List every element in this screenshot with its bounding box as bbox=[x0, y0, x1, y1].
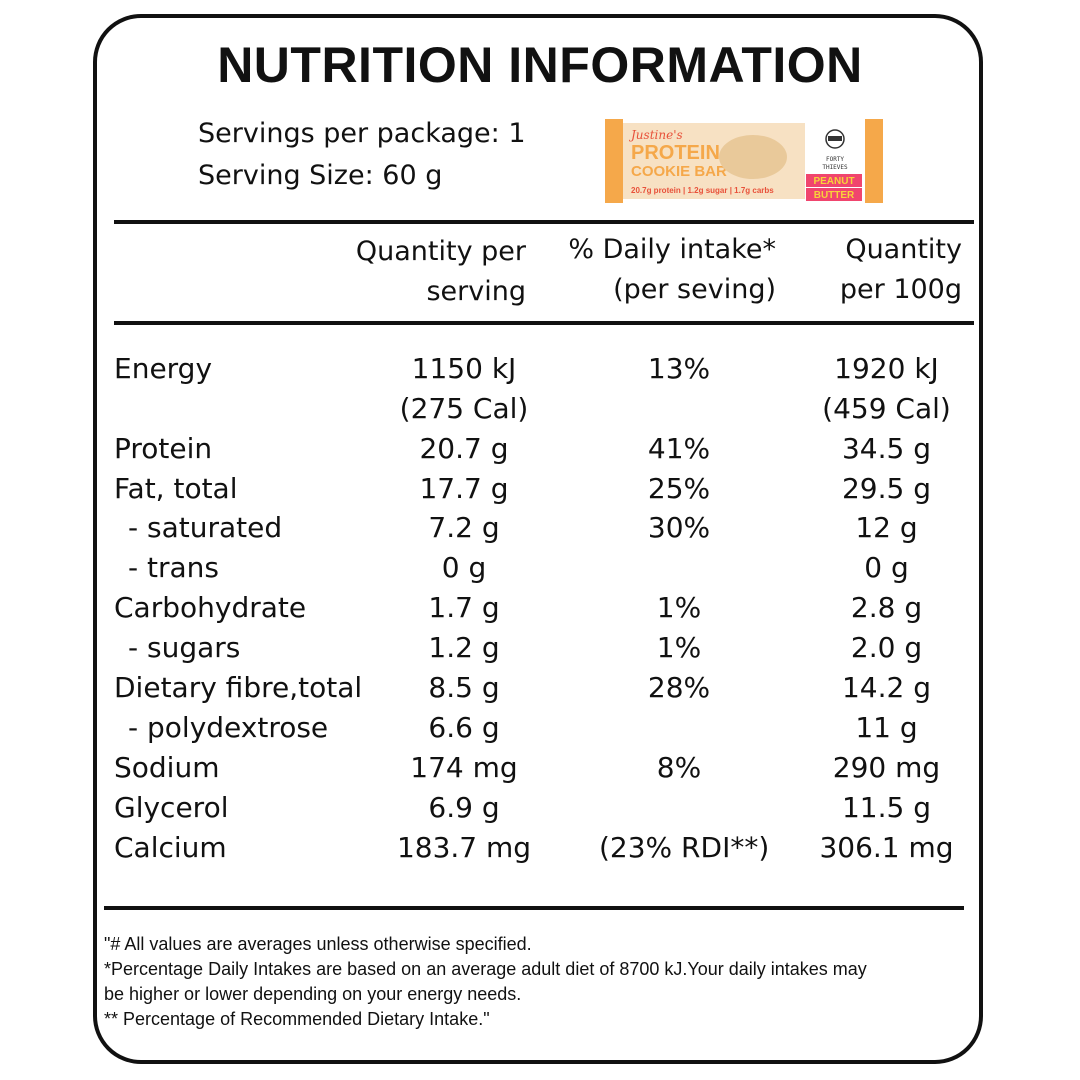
header-quantity-per-100g: Quantity per 100g bbox=[790, 230, 962, 310]
per-serving-value: 6.9 g bbox=[428, 791, 500, 824]
table-row: - polydextrose 6.6 g 11 g bbox=[114, 711, 964, 751]
table-row: Glycerol 6.9 g 11.5 g bbox=[114, 791, 964, 831]
nutrient-name: Protein bbox=[114, 432, 213, 465]
table-row: Protein 20.7 g 41% 34.5 g bbox=[114, 432, 964, 472]
svg-text:PROTEIN: PROTEIN bbox=[631, 142, 720, 164]
table-row: Calcium 183.7 mg (23% RDI**) 306.1 mg bbox=[114, 831, 964, 871]
daily-intake-value: 28% bbox=[647, 671, 711, 704]
footnote: "# All values are averages unless otherw… bbox=[104, 934, 532, 954]
per-serving-value: 17.7 g bbox=[419, 472, 509, 505]
nutrient-name: Sodium bbox=[114, 751, 220, 784]
table-row: - saturated 7.2 g 30% 12 g bbox=[114, 511, 964, 551]
footnote: be higher or lower depending on your ene… bbox=[104, 984, 522, 1004]
svg-text:FORTY: FORTY bbox=[826, 156, 844, 163]
header-daily-intake: % Daily intake* (per seving) bbox=[540, 230, 776, 310]
table-row: (275 Cal) (459 Cal) bbox=[114, 392, 964, 432]
per-serving-value: 6.6 g bbox=[428, 711, 500, 744]
nutrient-name: Energy bbox=[114, 352, 213, 385]
table-row: Sodium 174 mg 8% 290 mg bbox=[114, 751, 964, 791]
svg-text:THIEVES: THIEVES bbox=[822, 164, 848, 171]
table-row: Carbohydrate 1.7 g 1% 2.8 g bbox=[114, 591, 964, 631]
header-text: Quantity per bbox=[355, 236, 526, 267]
table-row: - sugars 1.2 g 1% 2.0 g bbox=[114, 631, 964, 671]
daily-intake-value: 25% bbox=[647, 472, 711, 505]
per-serving-value: (275 Cal) bbox=[399, 392, 529, 425]
daily-intake-value: 1% bbox=[656, 631, 702, 664]
nutrient-name: - sugars bbox=[128, 631, 241, 664]
table-row: Dietary fibre,total 8.5 g 28% 14.2 g bbox=[114, 671, 964, 711]
nutrient-name: Dietary fibre,total bbox=[114, 671, 363, 704]
nutrient-name: Calcium bbox=[114, 831, 227, 864]
daily-intake-value: 1% bbox=[656, 591, 702, 624]
per-100g-value: 11.5 g bbox=[841, 791, 932, 824]
per-serving-value: 0 g bbox=[441, 551, 487, 584]
daily-intake-value: 13% bbox=[647, 352, 711, 385]
nutrient-name: - polydextrose bbox=[128, 711, 329, 744]
nutrient-name: - trans bbox=[128, 551, 219, 584]
per-100g-value: 11 g bbox=[855, 711, 918, 744]
per-serving-value: 8.5 g bbox=[428, 671, 500, 704]
nutrition-panel-border bbox=[93, 14, 983, 1064]
nutrient-name: Fat, total bbox=[114, 472, 238, 505]
per-100g-value: 34.5 g bbox=[841, 432, 932, 465]
per-serving-value: 183.7 mg bbox=[396, 831, 532, 864]
per-100g-value: 1920 kJ bbox=[834, 352, 939, 385]
daily-intake-value: 8% bbox=[656, 751, 702, 784]
divider-header bbox=[114, 321, 974, 325]
header-text: serving bbox=[426, 276, 526, 307]
per-100g-value: 2.0 g bbox=[850, 631, 923, 664]
per-100g-value: 290 mg bbox=[832, 751, 941, 784]
daily-intake-value: 41% bbox=[647, 432, 711, 465]
per-serving-value: 1.2 g bbox=[428, 631, 500, 664]
table-row: - trans 0 g 0 g bbox=[114, 551, 964, 591]
header-text: (per seving) bbox=[613, 274, 776, 305]
svg-text:COOKIE BAR: COOKIE BAR bbox=[631, 163, 727, 180]
table-row: Energy 1150 kJ 13% 1920 kJ bbox=[114, 352, 964, 392]
daily-intake-value: (23% RDI**) bbox=[599, 831, 770, 864]
footnote: *Percentage Daily Intakes are based on a… bbox=[104, 959, 867, 979]
per-serving-value: 1150 kJ bbox=[411, 352, 517, 385]
per-serving-value: 174 mg bbox=[410, 751, 518, 784]
footnotes: "# All values are averages unless otherw… bbox=[104, 932, 964, 1032]
per-100g-value: 14.2 g bbox=[841, 671, 932, 704]
nutrient-name: - saturated bbox=[128, 511, 283, 544]
svg-text:BUTTER: BUTTER bbox=[814, 190, 855, 201]
svg-text:PEANUT: PEANUT bbox=[813, 176, 854, 187]
per-100g-value: 12 g bbox=[855, 511, 918, 544]
header-quantity-per-serving: Quantity per serving bbox=[330, 232, 526, 312]
per-100g-value: (459 Cal) bbox=[822, 392, 951, 425]
product-image: Justine's PROTEIN COOKIE BAR 20.7g prote… bbox=[603, 117, 885, 205]
per-serving-value: 1.7 g bbox=[428, 591, 500, 624]
servings-per-package: Servings per package: 1 bbox=[198, 118, 526, 149]
daily-intake-value: 30% bbox=[647, 511, 711, 544]
divider-bottom bbox=[104, 906, 964, 910]
nutrient-name: Carbohydrate bbox=[114, 591, 307, 624]
header-text: Quantity bbox=[845, 234, 962, 265]
footnote: ** Percentage of Recommended Dietary Int… bbox=[104, 1009, 490, 1029]
svg-text:Justine's: Justine's bbox=[628, 128, 683, 142]
svg-text:20.7g protein | 1.2g sugar | 1: 20.7g protein | 1.2g sugar | 1.7g carbs bbox=[631, 186, 774, 195]
header-text: % Daily intake* bbox=[568, 234, 776, 265]
serving-size: Serving Size: 60 g bbox=[198, 160, 443, 191]
per-100g-value: 29.5 g bbox=[841, 472, 932, 505]
per-100g-value: 2.8 g bbox=[850, 591, 923, 624]
divider-top bbox=[114, 220, 974, 224]
nutrient-name: Glycerol bbox=[114, 791, 229, 824]
page-title: NUTRITION INFORMATION bbox=[217, 37, 863, 93]
header-text: per 100g bbox=[839, 274, 962, 305]
table-row: Fat, total 17.7 g 25% 29.5 g bbox=[114, 472, 964, 512]
per-serving-value: 20.7 g bbox=[419, 432, 509, 465]
per-100g-value: 306.1 mg bbox=[819, 831, 954, 864]
per-serving-value: 7.2 g bbox=[428, 511, 500, 544]
per-100g-value: 0 g bbox=[864, 551, 909, 584]
